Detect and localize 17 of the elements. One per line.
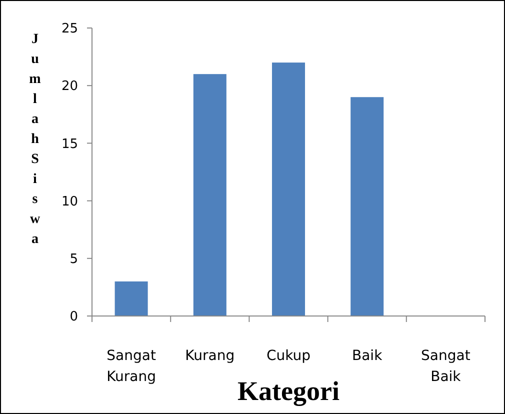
bar [193, 74, 226, 316]
y-tick-label: 15 [61, 136, 78, 152]
y-tick-label: 10 [61, 194, 78, 210]
text: Jumlah Siswa [29, 32, 41, 247]
y-tick-label: 20 [61, 79, 78, 94]
bar [272, 62, 306, 316]
y-tick-label: 25 [61, 22, 78, 37]
x-tick-label: Baik [352, 348, 384, 364]
x-tick-label: Cukup [266, 348, 311, 364]
y-tick-label: 5 [70, 252, 78, 267]
bar [350, 97, 384, 316]
x-tick-label: Sangat Kurang [106, 348, 156, 385]
y-tick-label: 0 [70, 310, 78, 325]
x-tick-label: Sangat Baik [421, 348, 471, 385]
bar [114, 281, 148, 316]
x-tick-label: Kurang [185, 348, 235, 364]
x-axis-title: Kategori [238, 376, 340, 406]
